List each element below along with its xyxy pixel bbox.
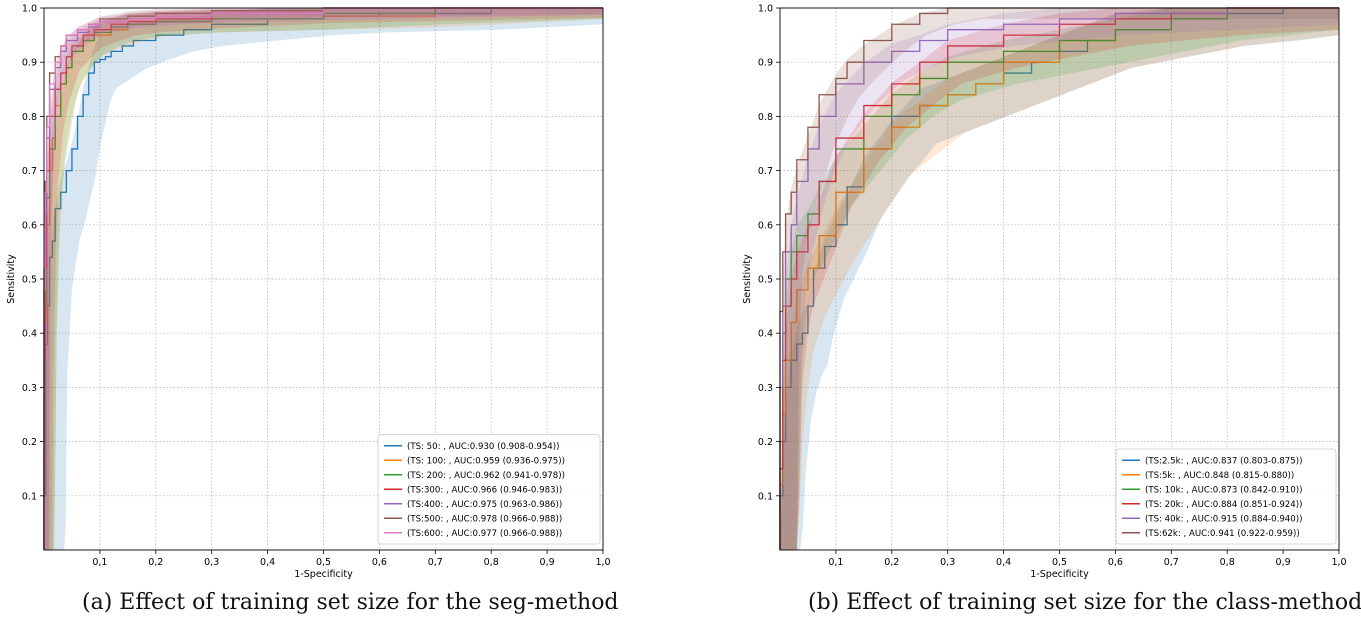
x-tick-label: 0,5 (1052, 557, 1067, 568)
legend-box (377, 434, 601, 545)
y-tick-label: 1.0 (758, 4, 773, 15)
ci-band-2 (780, 8, 1339, 550)
legend-label-5: (TS:400: , AUC:0.975 (0.963-0.986)) (407, 500, 562, 510)
series-line-5 (779, 7, 1339, 550)
x-tick-label: 0,3 (940, 557, 955, 568)
y-tick-label: 0.9 (758, 58, 773, 69)
x-tick-label: 0,6 (1108, 557, 1123, 568)
x-tick-label: 0,9 (540, 557, 555, 568)
x-tick-label: 0,8 (484, 557, 499, 568)
series-line-3 (43, 7, 603, 550)
legend-label-5: (TS: 40k: , AUC:0.915 (0.884-0.940)) (1145, 515, 1302, 525)
x-tick-label: 0,2 (148, 557, 163, 568)
x-tick-label: 0,3 (204, 557, 219, 568)
legend-label-3: (TS: 200: , AUC:0.962 (0.941-0.978)) (407, 471, 565, 481)
x-tick-label: 0,1 (92, 557, 107, 568)
roc-chart-seg-method: 0,1 0.1 0,2 0.2 0,3 0.3 0,4 0.4 0,5 0.5 0,6 0.6 0,7 0… (6, 4, 611, 581)
x-tick-label: 0,1 (828, 557, 843, 568)
x-tick-label: 0,8 (1220, 557, 1235, 568)
legend-label-2: (TS: 100: , AUC:0.959 (0.936-0.975)) (407, 457, 565, 467)
legend-box (1115, 448, 1337, 545)
y-tick-label: 0.8 (758, 112, 773, 123)
y-tick-label: 0.9 (22, 58, 37, 69)
y-tick-label: 0.2 (22, 437, 37, 448)
legend-label-6: (TS:500: , AUC:0.978 (0.966-0.988)) (407, 515, 562, 525)
roc-chart-class-method: 0,1 0.1 0,2 0.2 0,3 0.3 0,4 0.4 0,5 0.5 0,6 0.6 0,7 0… (742, 4, 1347, 581)
caption-seg-method: (a) Effect of training set size for the … (82, 590, 619, 615)
y-tick-label: 0.5 (22, 275, 37, 286)
x-axis-label: 1-Specificity (294, 569, 353, 580)
y-tick-label: 0.5 (758, 275, 773, 286)
caption-class-method: (b) Effect of training set size for the … (808, 590, 1361, 615)
x-tick-label: 0,5 (316, 557, 331, 568)
legend-label-6: (TS:62k: , AUC:0.941 (0.922-0.959)) (1145, 529, 1300, 539)
x-tick-label: 0,2 (884, 557, 899, 568)
y-tick-label: 0.3 (22, 383, 37, 394)
x-axis-label: 1-Specificity (1030, 569, 1089, 580)
legend-label-2: (TS:5k: , AUC:0.848 (0.815-0.880)) (1145, 471, 1294, 481)
legend-label-7: (TS:600: , AUC:0.977 (0.966-0.988)) (407, 529, 562, 539)
x-tick-label: 0,6 (372, 557, 387, 568)
y-tick-label: 0.1 (22, 491, 37, 502)
y-tick-label: 0.8 (22, 112, 37, 123)
x-tick-label: 1,0 (595, 557, 610, 568)
ci-band-1 (780, 8, 1339, 550)
y-tick-label: 0.2 (758, 437, 773, 448)
series-line-7 (43, 7, 603, 550)
y-tick-label: 0.6 (758, 220, 773, 231)
x-tick-label: 0,4 (260, 557, 275, 568)
x-tick-label: 0,7 (1164, 557, 1179, 568)
x-tick-label: 0,9 (1276, 557, 1291, 568)
y-tick-label: 0.1 (758, 491, 773, 502)
series-line-4 (779, 7, 1339, 550)
legend-label-3: (TS: 10k: , AUC:0.873 (0.842-0.910)) (1145, 486, 1302, 496)
series-line-6 (779, 7, 1339, 550)
y-axis-label: Sensitivity (6, 254, 17, 304)
y-tick-label: 0.6 (22, 220, 37, 231)
y-axis-label: Sensitivity (742, 254, 753, 304)
x-tick-label: 0,4 (996, 557, 1011, 568)
legend-label-1: (TS: 50: , AUC:0.930 (0.908-0.954)) (407, 442, 559, 452)
y-tick-label: 0.7 (22, 166, 37, 177)
x-tick-label: 1,0 (1331, 557, 1346, 568)
legend-label-4: (TS: 20k: , AUC:0.884 (0.851-0.924)) (1145, 500, 1302, 510)
y-tick-label: 0.4 (22, 329, 37, 340)
y-tick-label: 1.0 (22, 4, 37, 15)
series-line-1 (43, 7, 603, 550)
legend-label-1: (TS:2.5k: , AUC:0.837 (0.803-0.875)) (1145, 457, 1302, 467)
legend-label-4: (TS:300: , AUC:0.966 (0.946-0.983)) (407, 486, 562, 496)
y-tick-label: 0.7 (758, 166, 773, 177)
y-tick-label: 0.3 (758, 383, 773, 394)
x-tick-label: 0,7 (428, 557, 443, 568)
y-tick-label: 0.4 (758, 329, 773, 340)
